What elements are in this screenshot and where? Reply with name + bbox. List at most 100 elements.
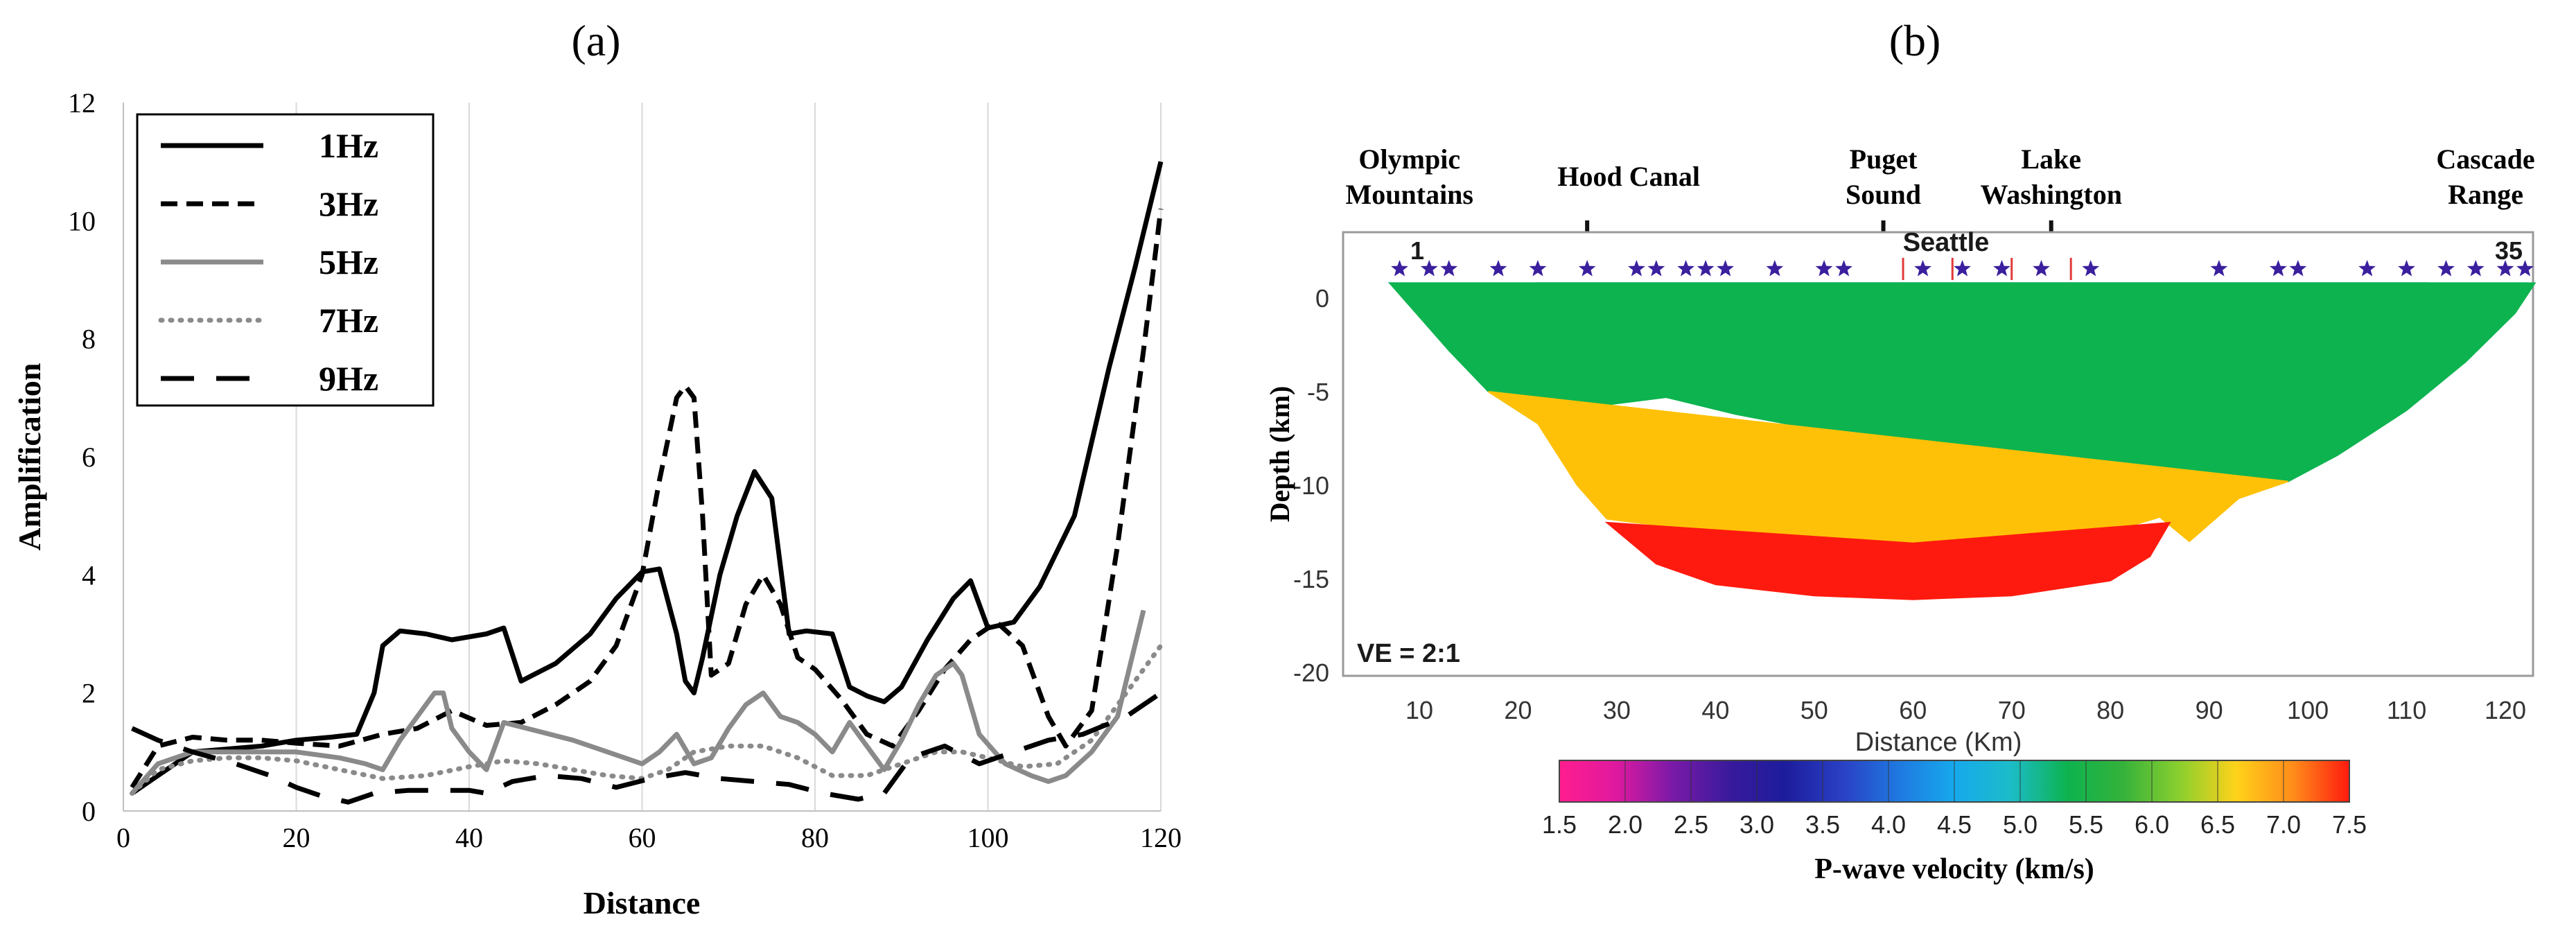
tick-labels-b: 10 20 30 40 50 60 70 80 90 100 110 120 0 -5 -10 -15 -20 [1293, 284, 2526, 724]
colorbar-tick-label: 7.5 [2332, 810, 2367, 839]
station-star [1677, 260, 1694, 277]
panel-label-b: (b) [1889, 16, 1941, 65]
station-star [1529, 260, 1547, 277]
y-tick-label-b: -15 [1293, 565, 1329, 593]
place-label-line1: Hood Canal [1557, 161, 1700, 192]
series-line-5Hz [130, 609, 1146, 795]
station-star [2289, 260, 2307, 277]
place-label-line2: Range [2448, 179, 2523, 210]
station-star [2082, 260, 2100, 277]
ve-annotation: VE = 2:1 [1357, 639, 1460, 668]
legend-a: 1Hz 3Hz 5Hz 7Hz 9Hz [136, 113, 435, 407]
colorbar-tick-label: 4.0 [1871, 810, 1906, 839]
colorbar-tick-label: 6.0 [2135, 810, 2169, 839]
station-star [1391, 260, 1408, 277]
colorbar-tick-label: 3.0 [1740, 810, 1774, 839]
station-star [2398, 260, 2415, 277]
station-star [1717, 260, 1734, 277]
x-tick-label-b: 30 [1603, 696, 1631, 724]
colorbar-tick-label: 5.5 [2069, 810, 2103, 839]
colorbar-tick-label: 7.0 [2266, 810, 2301, 839]
station-star [1766, 260, 1784, 277]
y-axis-label-a: Amplification [12, 363, 47, 551]
velocity-layers [1387, 282, 2536, 600]
place-label-line1: Puget [1850, 143, 1918, 175]
station-star [1628, 260, 1645, 277]
x-tick-label-b: 20 [1504, 696, 1532, 724]
tick-labels-a: 0 20 40 60 80 100 120 0 2 4 6 8 10 12 [68, 87, 1182, 853]
colorbar-tick-label: 4.5 [1937, 810, 1972, 839]
stations [1391, 258, 2534, 280]
velocity-layer-5 [1604, 521, 2171, 600]
y-tick-label-a: 0 [82, 796, 96, 827]
x-tick-label-b: 90 [2196, 696, 2223, 724]
station-star [1440, 260, 1458, 277]
y-tick-label-a: 2 [82, 678, 96, 709]
series-line-1Hz [130, 161, 1164, 796]
colorbar-tick-label: 6.5 [2200, 810, 2235, 839]
station-star [1697, 260, 1715, 277]
station-star [2270, 260, 2287, 277]
station-star [1420, 260, 1438, 277]
x-tick-label-a: 40 [455, 822, 483, 853]
x-tick-label-b: 60 [1899, 696, 1927, 724]
y-tick-label-a: 8 [82, 324, 96, 355]
place-label-line1: Lake [2021, 143, 2081, 175]
station-star [2358, 260, 2376, 277]
x-tick-label-a: 20 [283, 822, 310, 853]
x-tick-label-b: 50 [1800, 696, 1828, 724]
station-star [1578, 260, 1596, 277]
series-line-9Hz [131, 690, 1162, 805]
station-star [1489, 260, 1507, 277]
station-star [1954, 260, 1971, 277]
panel-label-a: (a) [571, 16, 620, 65]
x-tick-label-a: 0 [116, 822, 130, 853]
city-label: Seattle [1903, 228, 1990, 257]
y-tick-label-b: -20 [1293, 659, 1329, 687]
station-star [2210, 260, 2228, 277]
series-line-7Hz [130, 643, 1164, 796]
x-tick-label-a: 60 [629, 822, 656, 853]
y-tick-label-a: 12 [68, 87, 96, 119]
y-tick-label-b: -5 [1307, 378, 1329, 406]
station-star [1914, 260, 1931, 277]
y-tick-label-a: 10 [68, 205, 96, 236]
x-tick-label-a: 100 [967, 822, 1009, 853]
y-tick-label-a: 4 [82, 559, 96, 591]
colorbar-label: P-wave velocity (km/s) [1814, 853, 2094, 885]
x-tick-label-b: 80 [2096, 696, 2124, 724]
x-tick-label-b: 100 [2287, 696, 2329, 724]
legend-label: 7Hz [319, 301, 378, 340]
station-star [2516, 260, 2534, 277]
station-star [1647, 260, 1665, 277]
station-star [2467, 260, 2485, 277]
legend-label: 1Hz [319, 126, 378, 165]
x-tick-label-b: 70 [1998, 696, 2026, 724]
chart-b: (b) Olympic Mountains Hood Canal Puget Sound… [1264, 16, 2536, 885]
legend-label: 3Hz [319, 184, 378, 223]
colorbar-tick-label: 5.0 [2003, 810, 2038, 839]
place-label-line2: Washington [1980, 179, 2122, 210]
station-star [1993, 260, 2010, 277]
place-label-line1: Cascade [2436, 143, 2534, 175]
station-star [2033, 260, 2050, 277]
y-axis-label-b: Depth (km) [1264, 386, 1295, 523]
y-tick-label-b: -10 [1293, 471, 1329, 500]
colorbar-tick-label: 2.5 [1674, 810, 1708, 839]
x-axis-label-b: Distance (Km) [1855, 728, 2022, 757]
place-label-line2: Mountains [1346, 179, 1474, 210]
chart-a: (a) 0 20 40 60 80 100 120 0 2 4 6 8 10 12 Distance Am… [12, 16, 1182, 921]
x-tick-label-b: 10 [1405, 696, 1433, 724]
station-end-label: 35 [2495, 236, 2523, 265]
station-star [1815, 260, 1833, 277]
colorbar-tick-label: 1.5 [1542, 810, 1577, 839]
colorbar-tick-label: 3.5 [1805, 810, 1840, 839]
y-tick-label-a: 6 [82, 442, 96, 473]
station-star [1835, 260, 1852, 277]
x-tick-label-b: 110 [2387, 696, 2426, 724]
station-star [2437, 260, 2455, 277]
series-group-a [130, 161, 1164, 805]
x-tick-label-b: 40 [1701, 696, 1729, 724]
x-tick-label-a: 80 [801, 822, 829, 853]
